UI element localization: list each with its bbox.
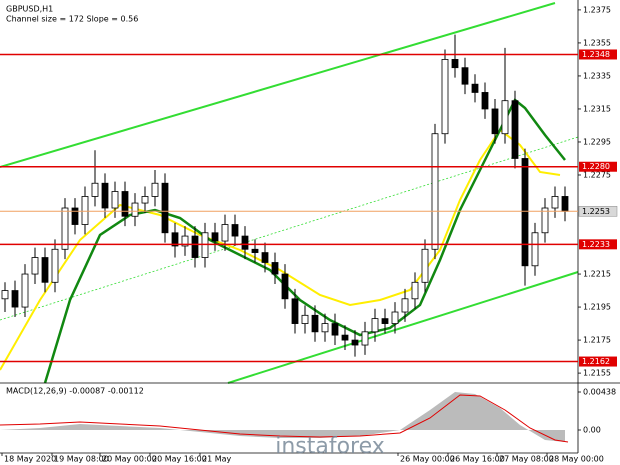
candle-body <box>11 290 19 308</box>
candle-body <box>321 323 329 333</box>
candle-body <box>441 59 449 135</box>
candle-body <box>481 92 489 110</box>
level-label-box <box>579 356 617 367</box>
level-label-box <box>579 239 617 250</box>
candle-body <box>331 323 339 336</box>
candle-body <box>471 83 479 93</box>
x-tick-label: 26 May 00:00 <box>400 455 455 464</box>
candle-body <box>371 318 379 333</box>
candle-body <box>51 248 59 283</box>
chart-subtitle: Channel size = 172 Slope = 0.56 <box>6 15 138 24</box>
candle-body <box>251 248 259 253</box>
y-tick-label: 1.2195 <box>583 303 611 312</box>
x-tick-label: 20 May 16:00 <box>152 455 207 464</box>
candle-body <box>491 108 499 135</box>
level-label-box <box>579 49 617 60</box>
y-tick-label: 1.2315 <box>583 104 611 113</box>
macd-label: MACD(12,26,9) -0.00087 -0.00112 <box>6 387 144 396</box>
x-tick-label: 20 May 00:00 <box>102 455 157 464</box>
candle-body <box>81 196 89 225</box>
candle-body <box>21 273 29 308</box>
candle-body <box>431 133 439 250</box>
level-label: 1.2348 <box>582 50 610 59</box>
candle-body <box>101 182 109 209</box>
candle-body <box>311 314 319 333</box>
chart-title: GBPUSD,H1 <box>6 5 53 14</box>
candle-body <box>141 196 149 204</box>
candle-body <box>181 235 189 247</box>
y-tick-label: 1.2215 <box>583 270 611 279</box>
candle-body <box>71 207 79 225</box>
candle-body <box>221 224 229 242</box>
candle-body <box>551 196 559 209</box>
level-label: 1.2233 <box>582 240 610 249</box>
candle-body <box>511 100 519 159</box>
x-tick-label: 21 May <box>202 455 232 464</box>
candle-body <box>461 67 469 85</box>
candle-body <box>201 232 209 258</box>
y-tick-label: 1.2375 <box>583 5 611 14</box>
candle-body <box>421 248 429 283</box>
candle-body <box>401 298 409 313</box>
candle-body <box>351 339 359 346</box>
candle-body <box>301 314 309 324</box>
candle-body <box>411 281 419 300</box>
candle-body <box>31 257 39 275</box>
candle-body <box>171 232 179 247</box>
watermark: instaforex <box>275 434 385 459</box>
candle-body <box>291 298 299 324</box>
candle-body <box>151 182 159 197</box>
candle-body <box>541 207 549 234</box>
channel-lower <box>227 271 579 384</box>
x-tick-label: 18 May 2020 <box>4 455 56 464</box>
candle-body <box>261 252 269 263</box>
candle-body <box>501 100 509 135</box>
candle-body <box>241 235 249 250</box>
y-tick-label: 1.2175 <box>583 336 611 345</box>
y-tick-label: 1.2275 <box>583 170 611 179</box>
candle-body <box>451 59 459 69</box>
candle-body <box>391 311 399 324</box>
candle-body <box>121 191 129 217</box>
level-label-box <box>579 161 617 172</box>
candle-body <box>341 334 349 341</box>
y-tick-label: 1.2295 <box>583 137 611 146</box>
candle-body <box>41 257 49 283</box>
level-label: 1.2280 <box>582 162 610 171</box>
candle-body <box>271 262 279 275</box>
y-tick-label: 1.2355 <box>583 38 611 47</box>
candle-body <box>231 224 239 237</box>
candle-body <box>161 182 169 234</box>
current-price-box <box>578 206 618 217</box>
candle-body <box>131 202 139 217</box>
macd-signal <box>0 394 569 443</box>
y-tick-label: 1.2155 <box>583 369 611 378</box>
macd-tick-label: 0.00438 <box>583 388 616 397</box>
candle-body <box>91 182 99 197</box>
y-tick-label: 1.2335 <box>583 71 611 80</box>
candle-body <box>361 331 369 346</box>
x-tick-label: 27 May 08:00 <box>499 455 554 464</box>
macd-tick-label: 0.00 <box>583 426 601 435</box>
candle-body <box>1 290 9 300</box>
candle-body <box>531 232 539 267</box>
x-tick-label: 28 May 00:00 <box>549 455 604 464</box>
x-tick-label: 26 May 16:00 <box>450 455 505 464</box>
candle-body <box>191 235 199 258</box>
x-tick-label: 19 May 08:00 <box>54 455 109 464</box>
candle-body <box>61 207 69 250</box>
channel-upper <box>0 2 556 168</box>
candle-body <box>111 191 119 209</box>
candle-body <box>381 318 389 324</box>
candle-body <box>561 196 569 212</box>
candle-body <box>211 232 219 242</box>
candle-body <box>281 273 289 300</box>
candle-body <box>521 158 529 267</box>
level-label: 1.2162 <box>582 357 610 366</box>
current-price-label: 1.2253 <box>582 207 610 216</box>
macd-histogram <box>0 392 565 442</box>
